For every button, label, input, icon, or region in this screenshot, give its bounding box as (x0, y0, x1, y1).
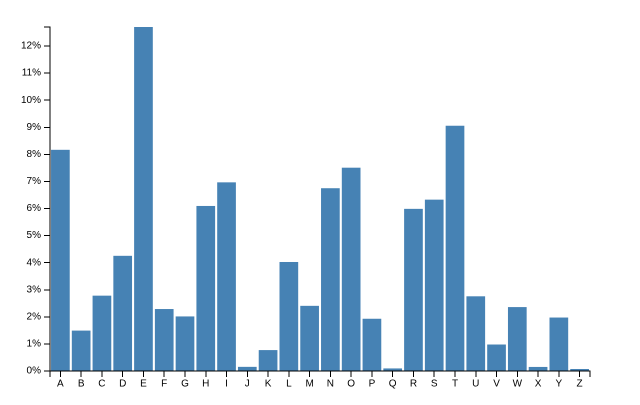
y-tick-label: 7% (27, 176, 42, 187)
bar (51, 149, 70, 371)
bar (71, 330, 91, 371)
bar (92, 295, 112, 371)
y-tick-label: 9% (27, 122, 42, 133)
x-axis (49, 370, 591, 377)
y-tick-label: 2% (27, 311, 42, 322)
bar (424, 199, 444, 371)
x-tick-label: A (57, 379, 64, 390)
x-tick-label: S (431, 379, 438, 390)
bar (528, 366, 548, 371)
x-tick-label: W (513, 379, 523, 390)
bar (570, 368, 589, 371)
x-tick-label: E (140, 379, 147, 390)
x-tick-label: N (327, 379, 334, 390)
bar (113, 255, 133, 371)
x-tick-label: C (98, 379, 105, 390)
bar (487, 344, 506, 371)
y-tick-label: 8% (27, 149, 42, 160)
bar (549, 317, 569, 371)
x-tick-label: U (472, 379, 479, 390)
bar (341, 167, 361, 371)
bar (300, 305, 319, 371)
bar (404, 208, 423, 371)
bar (445, 125, 465, 371)
bar (279, 261, 299, 371)
bar (134, 27, 153, 371)
y-tick-label: 0% (27, 366, 42, 377)
bar (507, 307, 527, 371)
x-tick-label: M (305, 379, 313, 390)
x-tick-label: O (347, 379, 355, 390)
y-tick-label: 3% (27, 284, 42, 295)
bar (383, 368, 403, 371)
bar (321, 188, 340, 371)
x-tick-label: X (535, 379, 542, 390)
y-tick-label: 10% (21, 95, 41, 106)
x-tick-label: Y (556, 379, 563, 390)
x-tick-label: G (181, 379, 189, 390)
y-axis (44, 26, 51, 372)
x-tick-label: P (369, 379, 376, 390)
x-tick-label: B (78, 379, 85, 390)
x-tick-label: H (202, 379, 209, 390)
y-tick-label: 4% (27, 257, 42, 268)
x-tick-label: F (161, 379, 167, 390)
x-tick-label: V (493, 379, 500, 390)
bar (175, 316, 195, 371)
bar (237, 366, 257, 371)
y-tick-label: 1% (27, 339, 42, 350)
bar (362, 318, 382, 371)
x-tick-label: I (225, 379, 228, 390)
x-tick-label: T (452, 379, 458, 390)
y-tick-label: 12% (21, 41, 41, 52)
bar (258, 350, 278, 371)
bar (217, 182, 236, 371)
y-tick-label: 5% (27, 230, 42, 241)
x-tick-label: R (410, 379, 417, 390)
bar (196, 205, 216, 371)
x-tick-label: J (245, 379, 250, 390)
bar (154, 309, 174, 371)
x-tick-label: Q (389, 379, 397, 390)
y-tick-label: 6% (27, 203, 42, 214)
x-tick-label: K (265, 379, 272, 390)
bar (466, 296, 486, 371)
x-tick-label: Z (577, 379, 583, 390)
x-tick-label: D (119, 379, 126, 390)
x-tick-label: L (286, 379, 292, 390)
y-tick-label: 11% (22, 68, 41, 79)
